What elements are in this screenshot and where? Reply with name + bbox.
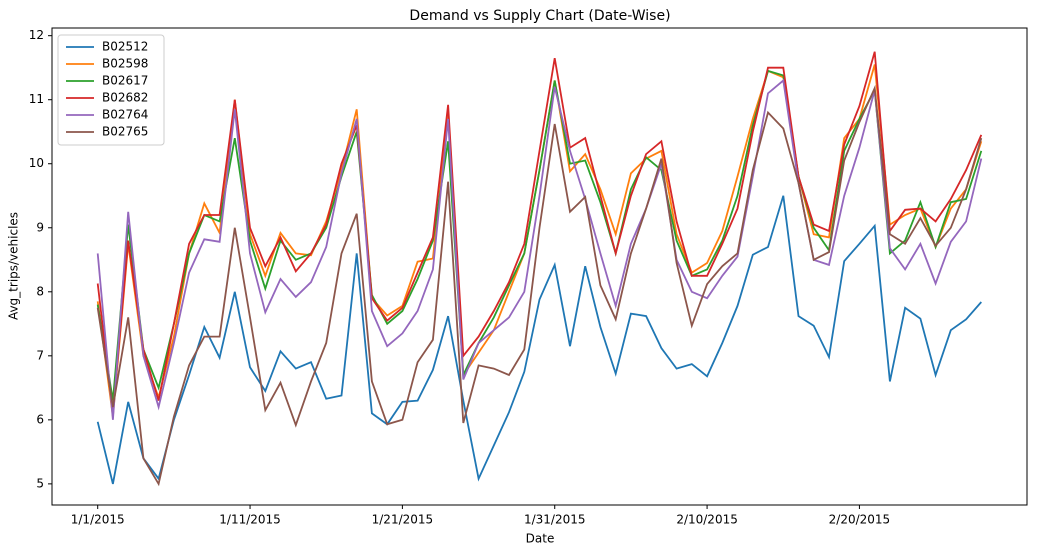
legend-label: B02617 — [102, 74, 148, 88]
y-tick-label: 5 — [36, 476, 44, 490]
y-axis-label: Avg_trips/vehicles — [7, 212, 21, 320]
x-tick-label: 1/11/2015 — [219, 513, 281, 527]
x-tick-label: 1/1/2015 — [71, 513, 125, 527]
legend-box — [57, 34, 165, 146]
x-tick-label: 1/21/2015 — [372, 513, 434, 527]
plot-frame — [51, 27, 1028, 506]
y-tick-label: 12 — [29, 28, 44, 42]
legend-label: B02598 — [102, 57, 148, 71]
legend: B02512 B02598 B02617 B02682 B02764 B02765 — [57, 34, 165, 146]
y-tick-label: 9 — [36, 220, 44, 234]
legend-label: B02765 — [102, 125, 148, 139]
legend-label: B02764 — [102, 108, 148, 122]
series-line — [96, 69, 983, 401]
legend-label: B02512 — [102, 40, 148, 54]
y-tick-label: 7 — [36, 348, 44, 362]
legend-label: B02682 — [102, 91, 148, 105]
series-line — [96, 84, 983, 487]
x-tick-label: 2/20/2015 — [829, 513, 891, 527]
series-line — [96, 64, 983, 417]
x-tick-label: 2/10/2015 — [676, 513, 738, 527]
series-line — [96, 51, 983, 414]
y-tick-label: 6 — [36, 412, 44, 426]
series-line — [96, 195, 982, 485]
chart-title: Demand vs Supply Chart (Date-Wise) — [409, 8, 670, 24]
y-tick-label: 11 — [29, 92, 44, 106]
x-tick-label: 1/31/2015 — [524, 513, 586, 527]
x-axis-label: Date — [526, 532, 555, 546]
y-tick-label: 8 — [36, 284, 44, 298]
y-tick-label: 10 — [29, 156, 44, 170]
series-line — [96, 78, 983, 420]
